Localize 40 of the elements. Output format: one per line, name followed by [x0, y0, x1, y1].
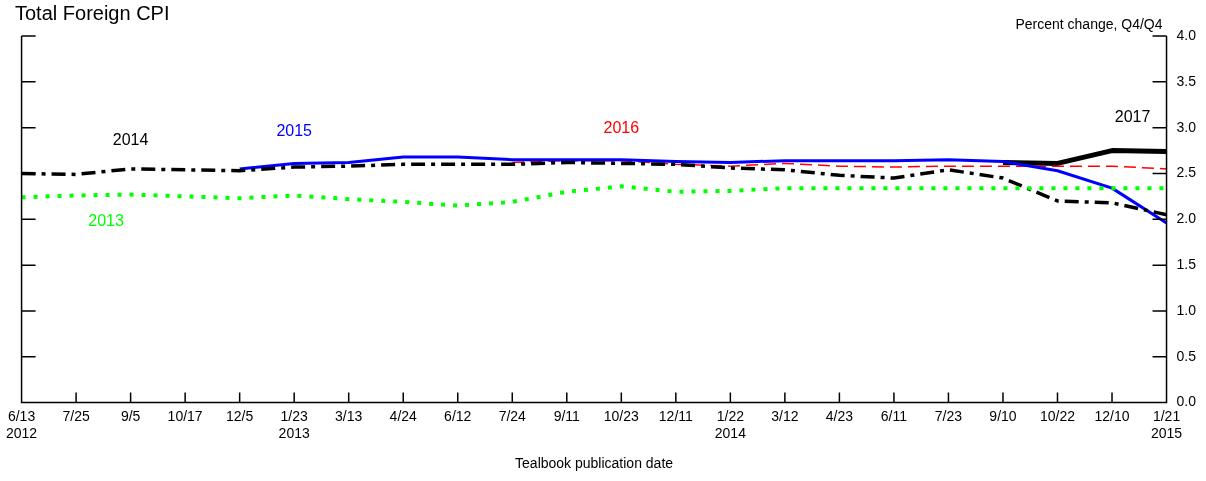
x-tick-label: 9/11 [553, 407, 581, 424]
x-tick-label: 3/13 [335, 407, 363, 424]
x-tick-label: 7/23 [934, 407, 963, 424]
x-tick-label: 12/11 [658, 407, 694, 424]
y-tick-label: 0.5 [1176, 347, 1197, 364]
y-tick-label: 1.5 [1176, 255, 1197, 272]
x-tick-label: 4/24 [389, 407, 418, 424]
x-tick-label: 10/17 [167, 407, 203, 424]
x-axis-title: Tealbook publication date [515, 455, 674, 472]
x-tick-label: 3/12 [771, 407, 799, 424]
y-tick-label: 0.0 [1176, 393, 1197, 410]
x-tick-label: 6/11 [880, 407, 908, 424]
y-tick-label: 2.0 [1176, 210, 1197, 227]
y-tick-label: 2.5 [1176, 164, 1197, 181]
series-label: 2016 [603, 119, 640, 137]
chart-title: Total Foreign CPI [15, 1, 170, 24]
x-tick-label: 1/21 2015 [1150, 407, 1183, 441]
series-label: 2014 [112, 131, 149, 149]
line-series [511, 159, 1168, 170]
x-tick-label: 12/10 [1094, 407, 1130, 424]
series-label: 2013 [88, 211, 124, 229]
y-tick-label: 4.0 [1176, 26, 1197, 43]
x-tick-label: 4/23 [825, 407, 854, 424]
x-tick-label: 10/23 [603, 407, 640, 424]
x-tick-label: 10/22 [1039, 407, 1076, 424]
x-tick-label: 1/23 2013 [278, 407, 310, 441]
x-tick-label: 9/5 [120, 407, 141, 424]
x-tick-label: 7/24 [498, 407, 527, 424]
series-label: 2015 [276, 121, 313, 139]
y-tick-label: 1.0 [1176, 301, 1197, 318]
y-axis-title: Percent change, Q4/Q4 [1015, 15, 1163, 32]
x-tick-label: 6/12 [444, 407, 472, 424]
x-tick-label: 7/25 [62, 407, 90, 424]
y-tick-label: 3.0 [1176, 118, 1197, 135]
x-tick-label: 6/13 2012 [5, 407, 38, 441]
series-label: 2017 [1114, 107, 1151, 125]
x-tick-label: 9/10 [989, 407, 1017, 424]
x-tick-label: 12/5 [226, 407, 254, 424]
y-tick-label: 3.5 [1176, 72, 1197, 89]
x-tick-label: 1/22 2014 [714, 407, 747, 441]
